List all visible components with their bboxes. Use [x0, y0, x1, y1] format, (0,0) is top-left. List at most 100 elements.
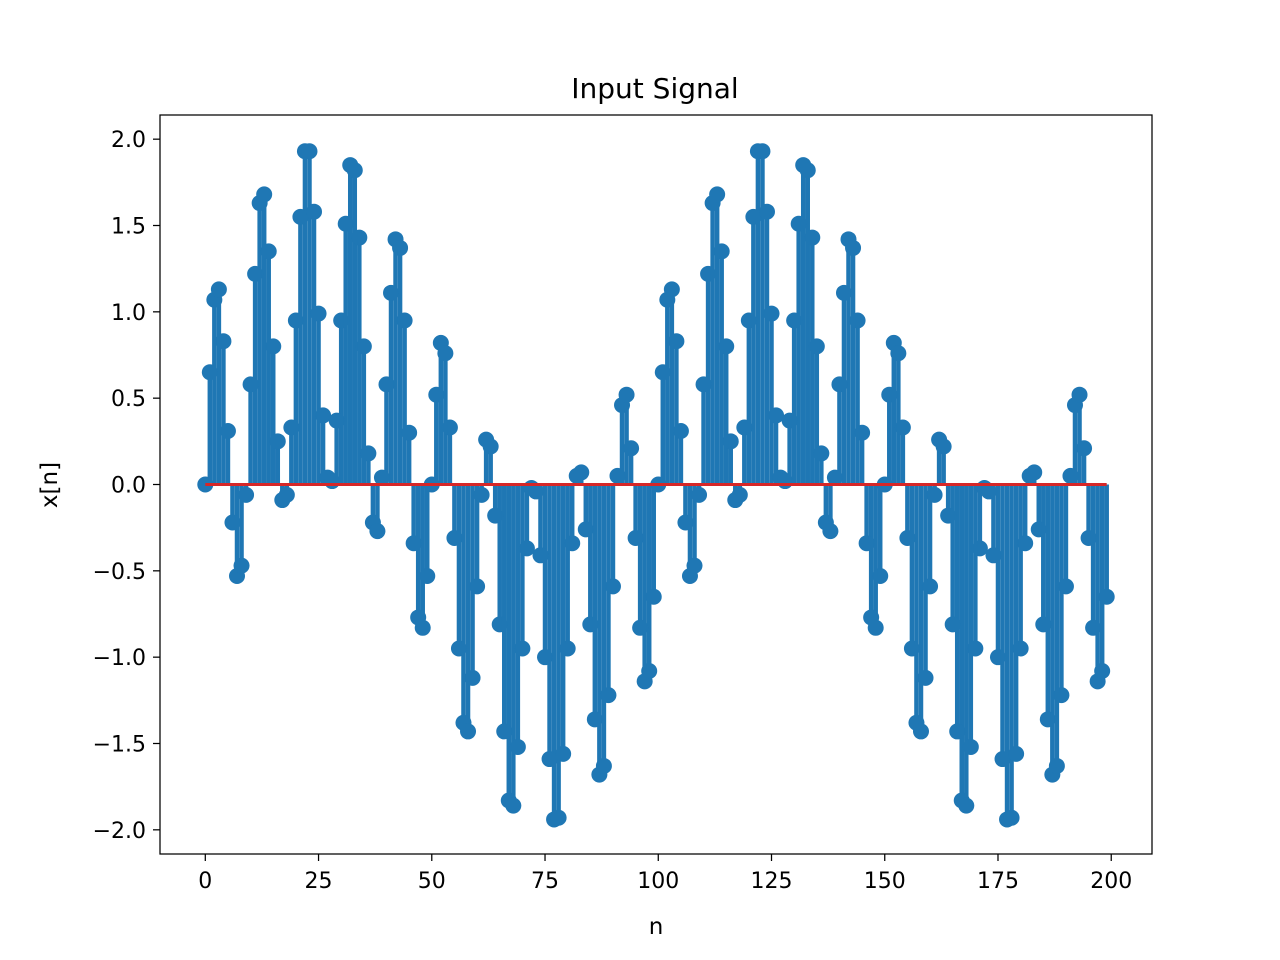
y-tick-label: 2.0	[111, 128, 146, 153]
stem-marker	[854, 424, 871, 441]
stem-marker	[414, 619, 431, 636]
stem-marker	[813, 445, 830, 462]
stem-marker	[808, 338, 825, 355]
stem-marker	[473, 486, 490, 503]
stem-marker	[713, 243, 730, 260]
stem-marker	[219, 422, 236, 439]
stem-marker	[450, 640, 467, 657]
stem-marker	[790, 215, 807, 232]
stem-marker	[283, 419, 300, 436]
stem-marker	[849, 312, 866, 329]
stem-marker	[1076, 440, 1093, 457]
stem-marker	[903, 640, 920, 657]
stem-marker	[994, 751, 1011, 768]
stem-marker	[383, 284, 400, 301]
stem-marker	[292, 208, 309, 225]
stem-marker	[718, 338, 735, 355]
stem-marker	[672, 422, 689, 439]
stem-marker	[1062, 467, 1079, 484]
stem-marker	[278, 486, 295, 503]
stem-marker	[722, 433, 739, 450]
stem-marker	[555, 745, 572, 762]
stem-marker	[1035, 616, 1052, 633]
stem-marker	[559, 640, 576, 657]
y-tick-label: 0.0	[111, 474, 146, 499]
stem-marker	[777, 473, 794, 490]
stem-marker	[731, 486, 748, 503]
stem-marker	[799, 162, 816, 179]
stem-marker	[831, 376, 848, 393]
y-tick-label: −0.5	[93, 560, 146, 585]
stem-marker	[351, 229, 368, 246]
y-tick-label: −1.5	[93, 732, 146, 757]
stem-marker	[1071, 386, 1088, 403]
stem-marker	[609, 467, 626, 484]
stem-marker	[595, 757, 612, 774]
stem-marker	[333, 312, 350, 329]
stem-marker	[663, 281, 680, 298]
stem-marker	[464, 669, 481, 686]
stem-marker	[392, 239, 409, 256]
stem-marker	[1080, 530, 1097, 547]
stem-marker	[269, 433, 286, 450]
stem-marker	[1085, 619, 1102, 636]
stem-marker	[1026, 464, 1043, 481]
stem-marker	[469, 578, 486, 595]
plot-frame	[159, 114, 1153, 855]
stem-marker	[912, 723, 929, 740]
stem-marker	[324, 473, 341, 490]
stem-marker	[654, 364, 671, 381]
x-tick-label: 0	[198, 869, 212, 894]
stem-marker	[668, 333, 685, 350]
stem-marker	[518, 540, 535, 557]
stem-marker	[971, 540, 988, 557]
stem-marker	[509, 738, 526, 755]
stem-marker	[623, 440, 640, 457]
stem-marker	[396, 312, 413, 329]
stem-marker	[265, 338, 282, 355]
stem-marker	[441, 419, 458, 436]
stem-marker	[758, 203, 775, 220]
stem-marker	[1030, 521, 1047, 538]
stem-marker	[845, 239, 862, 256]
stem-marker	[405, 535, 422, 552]
stem-marker	[604, 578, 621, 595]
stem-marker	[537, 649, 554, 666]
stem-marker	[600, 687, 617, 704]
stem-marker	[958, 797, 975, 814]
stem-marker	[224, 514, 241, 531]
stem-marker	[505, 797, 522, 814]
stem-marker	[768, 407, 785, 424]
stem-marker	[360, 445, 377, 462]
stem-marker	[786, 312, 803, 329]
stem-marker	[745, 208, 762, 225]
x-tick-label: 100	[637, 869, 679, 894]
y-tick-label: 0.5	[111, 387, 146, 412]
y-tick-label: −2.0	[93, 819, 146, 844]
stem-marker	[428, 386, 445, 403]
stem-marker	[867, 619, 884, 636]
stem-marker	[482, 438, 499, 455]
stem-marker	[573, 464, 590, 481]
x-axis-ticks: 0 25 50 75 100 125 150 175 200	[198, 854, 1132, 894]
stem-marker	[310, 305, 327, 322]
stem-marker	[872, 568, 889, 585]
stem-marker	[700, 265, 717, 282]
stem-marker	[627, 530, 644, 547]
stem-marker	[922, 578, 939, 595]
stem-marker	[881, 386, 898, 403]
x-tick-label: 150	[864, 869, 906, 894]
stem-marker	[641, 662, 658, 679]
stem-marker	[985, 547, 1002, 564]
stem-marker	[287, 312, 304, 329]
stem-marker	[980, 483, 997, 500]
stem-marker	[378, 376, 395, 393]
stem-marker	[1008, 745, 1025, 762]
stem-marker	[215, 333, 232, 350]
stem-marker	[355, 338, 372, 355]
stem-marker	[577, 521, 594, 538]
stem-marker	[369, 523, 386, 540]
stem-marker	[826, 469, 843, 486]
